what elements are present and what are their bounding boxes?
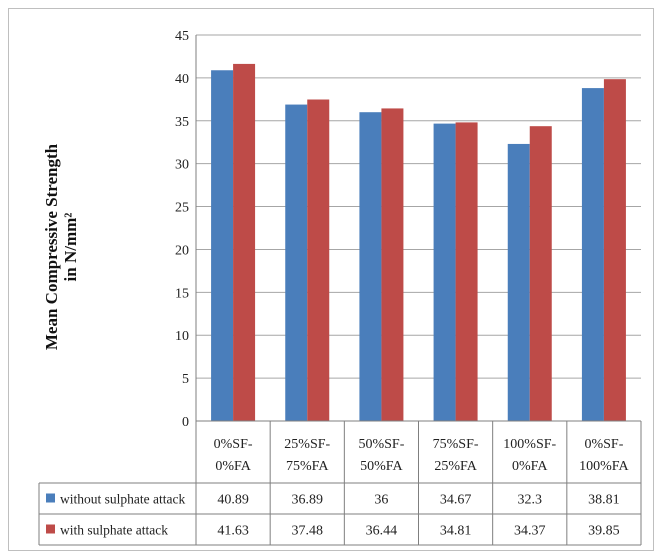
category-label: 50%SF- 50%FA: [358, 437, 404, 474]
bar-with-sulphate: [603, 79, 626, 422]
category-label-line: 100%SF-: [503, 437, 556, 452]
data-value-label: 40.89: [217, 493, 249, 508]
category-label-line: 100%FA: [579, 459, 629, 474]
data-value-label: 32.3: [518, 493, 543, 508]
bar-with-sulphate: [529, 126, 552, 422]
bar-with-sulphate: [455, 122, 478, 421]
category-label-line: 0%SF-: [584, 437, 623, 452]
legend-label: with sulphate attack: [60, 523, 168, 538]
y-tick-label: 45: [175, 29, 189, 44]
category-label-line: 0%FA: [512, 459, 548, 474]
y-tick-label: 0: [182, 415, 189, 430]
category-label-line: 75%SF-: [433, 437, 479, 452]
bar-without-sulphate: [507, 143, 530, 421]
y-tick-label: 40: [175, 72, 189, 87]
chart-frame: Mean Compressive Strength in N/mm² 0 5 10 1…: [8, 8, 654, 551]
data-value-label: 34.37: [514, 524, 546, 539]
data-value-label: 36: [374, 493, 388, 508]
data-value-label: 39.85: [588, 524, 620, 539]
data-value-label: 38.81: [588, 493, 620, 508]
data-value-label: 41.63: [217, 524, 249, 539]
y-tick-label: 15: [175, 286, 189, 301]
y-tick-label: 20: [175, 243, 189, 258]
category-label-line: 50%SF-: [358, 437, 404, 452]
category-label: 100%SF- 0%FA: [503, 437, 556, 474]
bar-without-sulphate: [581, 88, 604, 422]
category-label: 0%SF- 100%FA: [579, 437, 629, 474]
y-tick-label: 30: [175, 158, 189, 173]
category-label: 75%SF- 25%FA: [433, 437, 479, 474]
category-label: 25%SF- 75%FA: [284, 437, 330, 474]
data-value-label: 37.48: [292, 524, 324, 539]
bar-without-sulphate: [211, 70, 234, 421]
bar-without-sulphate: [433, 123, 456, 421]
category-label-line: 0%FA: [215, 459, 251, 474]
y-tick-label: 5: [182, 372, 189, 387]
category-label-line: 25%SF-: [284, 437, 330, 452]
category-label: 0%SF- 0%FA: [214, 437, 253, 474]
bar-with-sulphate: [381, 108, 404, 421]
y-tick-label: 25: [175, 201, 189, 216]
data-value-label: 36.89: [292, 493, 324, 508]
category-label-line: 75%FA: [286, 459, 329, 474]
category-label-line: 50%FA: [360, 459, 403, 474]
legend-key: [46, 493, 55, 503]
category-label-line: 0%SF-: [214, 437, 253, 452]
bar-with-sulphate: [307, 99, 330, 422]
bar-without-sulphate: [359, 112, 382, 421]
y-tick-label: 35: [175, 115, 189, 130]
bar-chart: 0 5 10 15 20 25 30 35 40 45 0%SF- 0%FA 25%SF- 75%FA 50…: [38, 29, 642, 546]
bar-without-sulphate: [285, 104, 308, 421]
y-tick-label: 10: [175, 329, 189, 344]
bar-with-sulphate: [233, 63, 256, 422]
data-value-label: 36.44: [366, 524, 398, 539]
legend-key: [46, 524, 55, 534]
data-value-label: 34.67: [440, 493, 472, 508]
legend-label: without sulphate attack: [60, 492, 185, 507]
data-value-label: 34.81: [440, 524, 472, 539]
category-label-line: 25%FA: [434, 459, 477, 474]
